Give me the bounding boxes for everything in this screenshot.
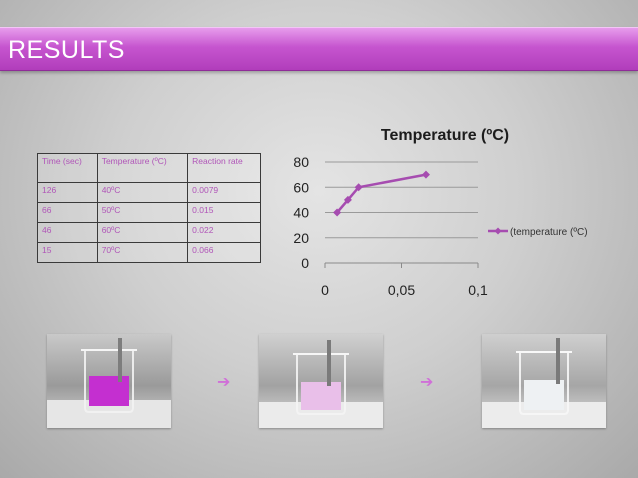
- y-tick-label: 0: [301, 255, 309, 271]
- title-bar: RESULTS: [0, 27, 638, 71]
- y-tick-label: 80: [293, 154, 309, 170]
- data-point: [354, 183, 363, 192]
- series-line: [336, 173, 427, 214]
- table-row: 66 50ºC 0.015: [37, 202, 261, 223]
- slide-title: RESULTS: [8, 36, 125, 64]
- table-cell: 40ºC: [96, 182, 189, 203]
- chart-legend: (temperature (ºC): [488, 227, 588, 238]
- x-tick-label: 0,05: [388, 282, 415, 298]
- table-cell: 46: [37, 222, 98, 243]
- data-point: [333, 208, 342, 217]
- legend-label: (temperature (ºC): [510, 227, 588, 238]
- temperature-chart: Temperature (ºC) 0 20 40 60 80 0 0,05 0,1 (temp…: [293, 127, 588, 298]
- table-row: 126 40ºC 0.0079: [37, 182, 261, 203]
- table-header-row: Time (sec) Temperature (ºC) Reaction rat…: [37, 153, 261, 183]
- table-cell: 66: [37, 202, 98, 223]
- beaker-liquid: [301, 382, 341, 410]
- data-point: [421, 170, 430, 179]
- table-cell: 126: [37, 182, 98, 203]
- table-cell: 0.015: [187, 202, 261, 223]
- table-header-rate: Reaction rate: [187, 153, 261, 183]
- table-cell: 0.066: [187, 242, 261, 263]
- table-header-time: Time (sec): [37, 153, 98, 183]
- chart-title: Temperature (ºC): [381, 127, 509, 144]
- arrow-right-icon: ➔: [217, 372, 231, 391]
- table-cell: 70ºC: [96, 242, 189, 263]
- table-cell: 0.022: [187, 222, 261, 243]
- table-row: 15 70ºC 0.066: [37, 242, 261, 263]
- beaker-photo-purple: [47, 334, 171, 428]
- x-tick-label: 0,1: [468, 282, 488, 298]
- y-tick-label: 20: [293, 230, 309, 246]
- y-tick-label: 60: [293, 179, 309, 195]
- results-table: Time (sec) Temperature (ºC) Reaction rat…: [37, 153, 261, 263]
- table-cell: 60ºC: [96, 222, 189, 243]
- chart-axes: 0 20 40 60 80 0 0,05 0,1: [293, 154, 488, 298]
- chart-grid: [325, 161, 478, 239]
- chart-series: [333, 170, 430, 217]
- legend-marker: [494, 227, 502, 235]
- beaker-liquid: [524, 380, 564, 410]
- x-tick-label: 0: [321, 282, 329, 298]
- table-header-temperature: Temperature (ºC): [96, 153, 189, 183]
- beaker-liquid: [89, 376, 129, 406]
- table-cell: 0.0079: [187, 182, 261, 203]
- y-tick-label: 40: [293, 205, 309, 221]
- table-cell: 15: [37, 242, 98, 263]
- table-row: 46 60ºC 0.022: [37, 222, 261, 243]
- table-cell: 50ºC: [96, 202, 189, 223]
- beaker-photo-clear: [482, 334, 606, 428]
- arrow-right-icon: ➔: [420, 372, 434, 391]
- beaker-photo-pale: [259, 334, 383, 428]
- data-point: [343, 195, 352, 204]
